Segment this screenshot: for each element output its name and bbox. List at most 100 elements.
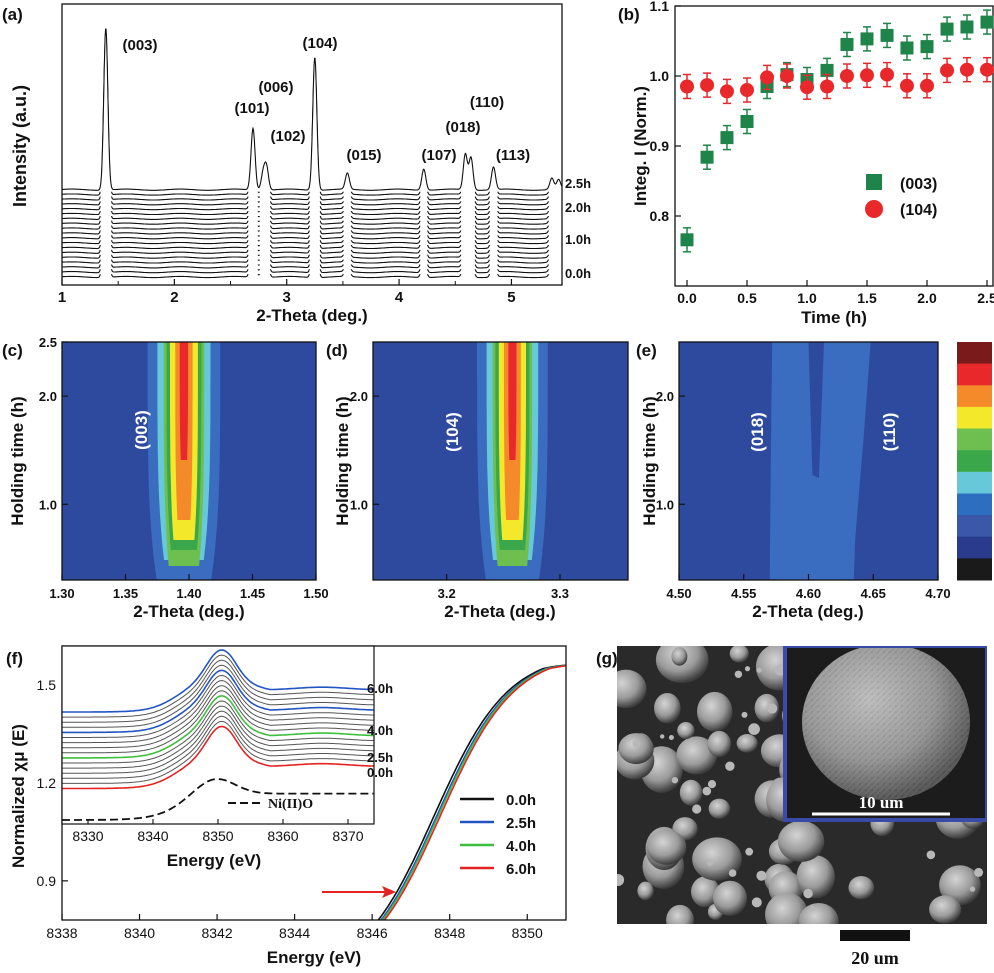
time-label: 0.0h [565,266,591,281]
x-tick-label: 1.5 [857,290,877,306]
contour-level [769,342,871,580]
sem-small-particle [734,670,743,678]
inset-time-label: 6.0h [367,681,393,696]
point-104 [680,79,694,94]
point-003 [720,131,734,145]
panel-c-xlabel: 2-Theta (deg.) [133,602,244,621]
inset-curve [62,700,374,764]
x-tick-label: 4.70 [925,586,950,601]
sem-particle [697,691,733,732]
panel-a-time-labels: 2.5h 2.0h 1.0h 0.0h [565,176,591,281]
point-104 [980,62,994,77]
point-003 [980,15,994,29]
sem-small-particle [617,874,625,886]
inset-curve [62,669,374,734]
point-104 [920,78,934,93]
point-104 [959,62,974,77]
point-003 [680,233,694,247]
x-tick-label: 4.60 [796,586,821,601]
point-104 [880,67,895,82]
sem-small-particle [744,666,751,672]
panel-b-xlabel: Time (h) [801,308,867,327]
sem-inset-scale-label: 10 um [859,793,904,812]
point-104 [779,69,794,83]
sem-particle [646,829,687,865]
panel-d-contour [373,342,628,580]
sem-small-particle [969,886,976,892]
panel-f-main-curves [377,664,566,920]
sem-particle [691,876,720,908]
point-003 [940,22,954,36]
x-tick-label: 4 [395,289,404,306]
panel-a-x-ticks: 1 2 3 4 5 [58,279,516,306]
panel-f-legend: 0.0h 2.5h 4.0h 6.0h [460,792,536,878]
panel-b-ylabel: Integ. I (Norm.) [631,86,650,206]
legend-label: 0.0h [506,792,536,809]
x-tick-label: 0.5 [737,290,757,306]
panel-e-peak-label-018: (018) [748,412,767,452]
inset-curve [62,690,374,754]
panel-b-points [680,9,994,253]
colorbar-level [957,558,992,581]
panel-f-label: (f) [6,649,23,668]
sem-particle [707,730,731,758]
panel-d-label: (d) [326,341,348,360]
x-tick-label: 3.3 [551,586,569,601]
panel-f-ticks: 8338 8340 8342 8344 8346 8348 8350 0.9 1.2 1.5 [37,677,543,941]
sem-small-particle [692,804,702,814]
inset-curve [62,674,374,738]
inset-x-tick-label: 8360 [267,828,298,844]
point-003 [700,150,714,164]
panel-a-curves [62,28,562,280]
inset-nio-label: Ni(II)O [268,797,313,812]
point-104 [800,80,814,95]
sem-particle [939,865,981,906]
y-tick-label: 1.0 [650,68,670,84]
peak-label: (015) [346,147,381,164]
point-104 [719,84,734,99]
sem-small-particle [728,869,737,877]
sem-particle [754,693,779,723]
y-tick-label: 1.0 [350,497,368,512]
y-tick-label: 2.0 [39,389,57,404]
xanes-curve [381,664,566,920]
colorbar-level [957,471,992,494]
y-tick-label: 2.0 [350,389,368,404]
sem-particle [765,892,809,924]
inset-curve [62,664,374,728]
inset-curve [62,685,374,749]
inset-time-label: 4.0h [367,723,393,738]
inset-curve [62,725,374,790]
sem-particle [677,722,695,739]
x-tick-label: 1 [58,289,66,306]
sem-particle [692,837,742,881]
sem-small-particle [632,740,640,748]
colorbar-level [957,342,992,365]
inset-curve [62,659,374,723]
time-label: 1.0h [565,232,591,247]
inset-x-tick-label: 8340 [137,828,168,844]
y-tick-label: 1.0 [39,497,57,512]
point-003 [920,40,934,54]
x-tick-label: 4.65 [861,586,886,601]
point-003 [740,115,754,128]
inset-time-labels: 6.0h 4.0h 2.5h0.0h [367,681,393,780]
colorbar-level [957,515,992,538]
sem-inset-frame [783,646,987,822]
sem-small-particle [810,905,815,911]
legend-label: 2.5h [506,815,536,832]
legend-marker-003 [866,174,882,190]
y-tick-label: 1.2 [37,775,57,791]
x-tick-label: 8338 [46,925,77,941]
sem-particle [671,647,688,666]
legend-label: 6.0h [506,861,536,878]
x-tick-label: 1.40 [176,586,201,601]
peak-label: (006) [258,79,293,96]
panel-e-ylabel: Holding time (h) [640,396,659,525]
contour-colorbar [957,342,992,581]
panel-c-peak-label: (003) [132,410,151,450]
panel-c-ticks: 1.30 1.35 1.40 1.45 1.50 1.0 2.0 2.5 [39,335,329,601]
panel-d-ticks: 3.2 3.3 1.0 2.0 [350,389,569,601]
sem-particle [618,733,654,765]
panel-b-frame [674,5,994,287]
